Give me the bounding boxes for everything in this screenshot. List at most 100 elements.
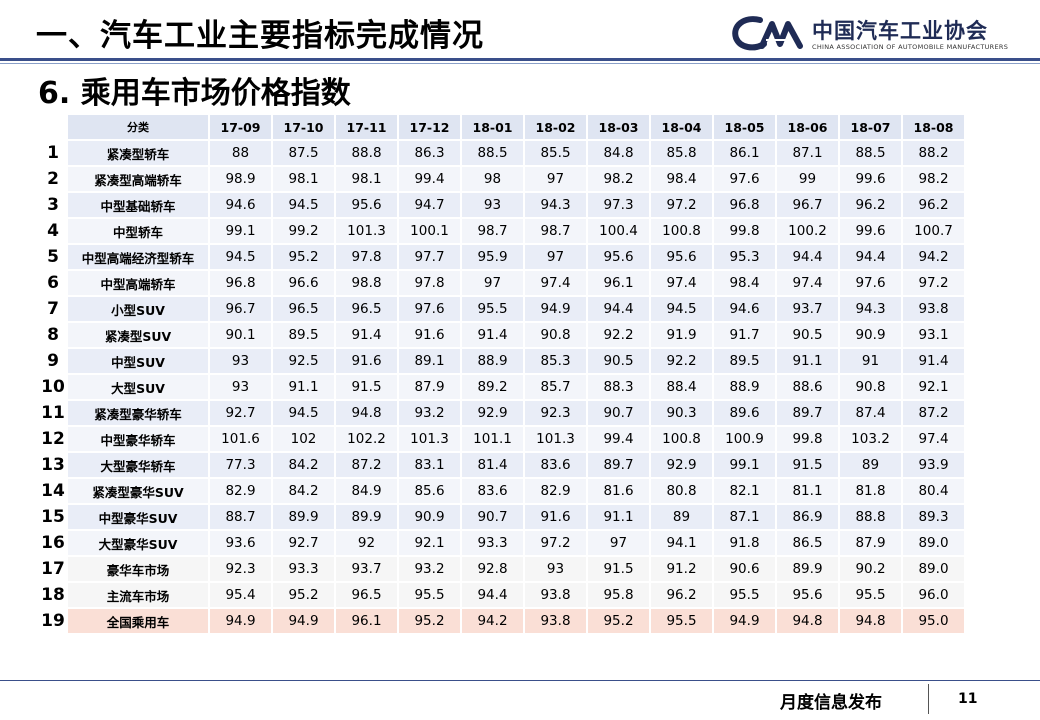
table-row: 8 紧凑型SUV 90.1 89.5 91.4 91.6 91.4 90.8 92.2 91.9 9… xyxy=(40,323,964,347)
index-value-cell: 98.2 xyxy=(903,167,964,191)
index-value-cell: 94.8 xyxy=(840,609,901,633)
index-value-cell: 100.7 xyxy=(903,219,964,243)
index-value-cell: 89.6 xyxy=(714,401,775,425)
index-value-cell: 99.8 xyxy=(777,427,838,451)
index-value-cell: 95.6 xyxy=(588,245,649,269)
index-value-cell: 80.4 xyxy=(903,479,964,503)
index-value-cell: 94.2 xyxy=(903,245,964,269)
index-value-cell: 96.8 xyxy=(210,271,271,295)
index-value-cell: 93 xyxy=(462,193,523,217)
index-value-cell: 90.1 xyxy=(210,323,271,347)
index-value-cell: 87.2 xyxy=(903,401,964,425)
index-value-cell: 86.3 xyxy=(399,141,460,165)
header-divider xyxy=(0,58,1040,61)
index-value-cell: 88.2 xyxy=(903,141,964,165)
index-value-cell: 94.5 xyxy=(273,401,334,425)
index-value-cell: 92 xyxy=(336,531,397,555)
index-value-cell: 92.1 xyxy=(903,375,964,399)
price-index-table: 分类 17-09 17-10 17-11 17-12 18-01 18-02 1… xyxy=(38,113,966,635)
index-value-cell: 95.2 xyxy=(273,583,334,607)
index-value-cell: 89.2 xyxy=(462,375,523,399)
index-value-cell: 98.4 xyxy=(651,167,712,191)
index-value-cell: 88.7 xyxy=(210,505,271,529)
index-value-cell: 89 xyxy=(651,505,712,529)
index-value-cell: 81.1 xyxy=(777,479,838,503)
index-value-cell: 85.3 xyxy=(525,349,586,373)
index-value-cell: 91.5 xyxy=(777,453,838,477)
index-value-cell: 91.4 xyxy=(336,323,397,347)
index-value-cell: 89.1 xyxy=(399,349,460,373)
index-value-cell: 97.2 xyxy=(525,531,586,555)
index-value-cell: 88.3 xyxy=(588,375,649,399)
category-cell: 小型SUV xyxy=(68,297,208,321)
row-number: 15 xyxy=(40,505,66,529)
table-row: 2 紧凑型高端轿车 98.9 98.1 98.1 99.4 98 97 98.2 98.4 97.6… xyxy=(40,167,964,191)
index-value-cell: 92.5 xyxy=(273,349,334,373)
index-value-cell: 100.9 xyxy=(714,427,775,451)
index-value-cell: 90.7 xyxy=(588,401,649,425)
index-value-cell: 99 xyxy=(777,167,838,191)
index-value-cell: 93.1 xyxy=(903,323,964,347)
index-value-cell: 87.4 xyxy=(840,401,901,425)
index-value-cell: 92.2 xyxy=(588,323,649,347)
index-value-cell: 98.4 xyxy=(714,271,775,295)
index-value-cell: 92.9 xyxy=(651,453,712,477)
index-value-cell: 89.0 xyxy=(903,531,964,555)
row-number: 19 xyxy=(40,609,66,633)
index-value-cell: 95.2 xyxy=(273,245,334,269)
index-value-cell: 88.5 xyxy=(840,141,901,165)
table-row: 13 大型豪华轿车 77.3 84.2 87.2 83.1 81.4 83.6 89.7 92.9… xyxy=(40,453,964,477)
index-value-cell: 87.1 xyxy=(714,505,775,529)
index-value-cell: 88.5 xyxy=(462,141,523,165)
index-value-cell: 93.8 xyxy=(903,297,964,321)
index-value-cell: 81.8 xyxy=(840,479,901,503)
month-header: 17-10 xyxy=(273,115,334,139)
index-value-cell: 93.7 xyxy=(336,557,397,581)
index-value-cell: 94.5 xyxy=(210,245,271,269)
index-value-cell: 97.4 xyxy=(903,427,964,451)
index-value-cell: 97 xyxy=(588,531,649,555)
index-value-cell: 93.2 xyxy=(399,557,460,581)
index-value-cell: 98.7 xyxy=(525,219,586,243)
index-value-cell: 95.5 xyxy=(651,609,712,633)
index-value-cell: 99.1 xyxy=(210,219,271,243)
index-value-cell: 94.3 xyxy=(525,193,586,217)
index-value-cell: 84.2 xyxy=(273,453,334,477)
caam-logo-icon xyxy=(732,16,803,51)
index-value-cell: 90.9 xyxy=(840,323,901,347)
month-header: 17-11 xyxy=(336,115,397,139)
index-value-cell: 89.3 xyxy=(903,505,964,529)
index-value-cell: 83.6 xyxy=(525,453,586,477)
row-number: 11 xyxy=(40,401,66,425)
index-value-cell: 97.2 xyxy=(651,193,712,217)
index-value-cell: 87.9 xyxy=(840,531,901,555)
index-value-cell: 83.6 xyxy=(462,479,523,503)
index-value-cell: 94.2 xyxy=(462,609,523,633)
index-value-cell: 94.1 xyxy=(651,531,712,555)
row-number: 3 xyxy=(40,193,66,217)
index-value-cell: 93 xyxy=(525,557,586,581)
index-value-cell: 102.2 xyxy=(336,427,397,451)
row-number: 10 xyxy=(40,375,66,399)
month-header: 18-04 xyxy=(651,115,712,139)
category-cell: 主流车市场 xyxy=(68,583,208,607)
index-value-cell: 92.3 xyxy=(210,557,271,581)
month-header: 18-01 xyxy=(462,115,523,139)
index-value-cell: 90.8 xyxy=(525,323,586,347)
index-value-cell: 99.4 xyxy=(399,167,460,191)
index-value-cell: 99.6 xyxy=(840,219,901,243)
index-value-cell: 91.5 xyxy=(336,375,397,399)
index-value-cell: 97.4 xyxy=(651,271,712,295)
index-value-cell: 96.7 xyxy=(777,193,838,217)
index-value-cell: 92.1 xyxy=(399,531,460,555)
index-value-cell: 91 xyxy=(840,349,901,373)
index-value-cell: 96.5 xyxy=(336,297,397,321)
index-value-cell: 87.2 xyxy=(336,453,397,477)
index-value-cell: 90.5 xyxy=(777,323,838,347)
index-value-cell: 95.3 xyxy=(714,245,775,269)
index-value-cell: 100.8 xyxy=(651,219,712,243)
index-value-cell: 95.5 xyxy=(714,583,775,607)
index-value-cell: 93.6 xyxy=(210,531,271,555)
index-value-cell: 97.6 xyxy=(714,167,775,191)
index-value-cell: 88.6 xyxy=(777,375,838,399)
